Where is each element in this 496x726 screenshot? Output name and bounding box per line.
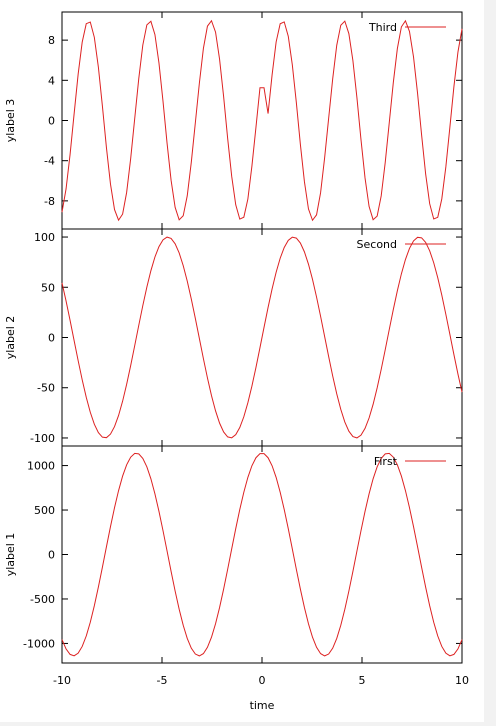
y-axis-label-third: ylabel 3 <box>4 99 17 143</box>
y-tick-label-second-4: 100 <box>34 231 55 244</box>
scrollbar-track[interactable] <box>484 0 496 722</box>
y-tick-label-first-4: 1000 <box>27 460 55 473</box>
series-line-third <box>61 19 463 222</box>
series-line-first <box>61 452 463 657</box>
y-tick-label-third-0: -8 <box>44 195 55 208</box>
x-axis-label: time <box>250 699 275 712</box>
y-tick-label-first-3: 500 <box>34 504 55 517</box>
x-tick-label-0: -10 <box>53 674 71 687</box>
legend-label-first: First <box>374 455 398 468</box>
y-tick-label-second-3: 50 <box>41 281 55 294</box>
x-tick-label-2: 0 <box>259 674 266 687</box>
x-tick-label-3: 5 <box>359 674 366 687</box>
y-tick-label-third-3: 4 <box>48 74 55 87</box>
y-tick-label-second-1: -50 <box>37 382 55 395</box>
x-tick-label-1: -5 <box>157 674 168 687</box>
series-layer <box>61 19 463 657</box>
legend-label-second: Second <box>357 238 397 251</box>
x-tick-label-4: 10 <box>455 674 469 687</box>
chart-canvas: -8 -4 0 4 8 ylabel 3 Third -100 -50 0 50 100 ylabel … <box>0 0 484 722</box>
y-tick-label-first-2: 0 <box>48 549 55 562</box>
tick-layer <box>61 12 463 663</box>
panel-third-frame <box>61 11 463 230</box>
y-tick-label-third-1: -4 <box>44 155 55 168</box>
series-line-second <box>61 236 463 439</box>
y-tick-label-third-2: 0 <box>48 115 55 128</box>
y-tick-label-second-0: -100 <box>30 432 55 445</box>
y-axis-label-first: ylabel 1 <box>4 533 17 577</box>
y-tick-label-first-1: -500 <box>30 593 55 606</box>
y-tick-label-second-2: 0 <box>48 332 55 345</box>
y-tick-label-third-4: 8 <box>48 34 55 47</box>
y-tick-label-first-0: -1000 <box>23 637 55 650</box>
y-axis-label-second: ylabel 2 <box>4 316 17 360</box>
legend-label-third: Third <box>368 21 397 34</box>
